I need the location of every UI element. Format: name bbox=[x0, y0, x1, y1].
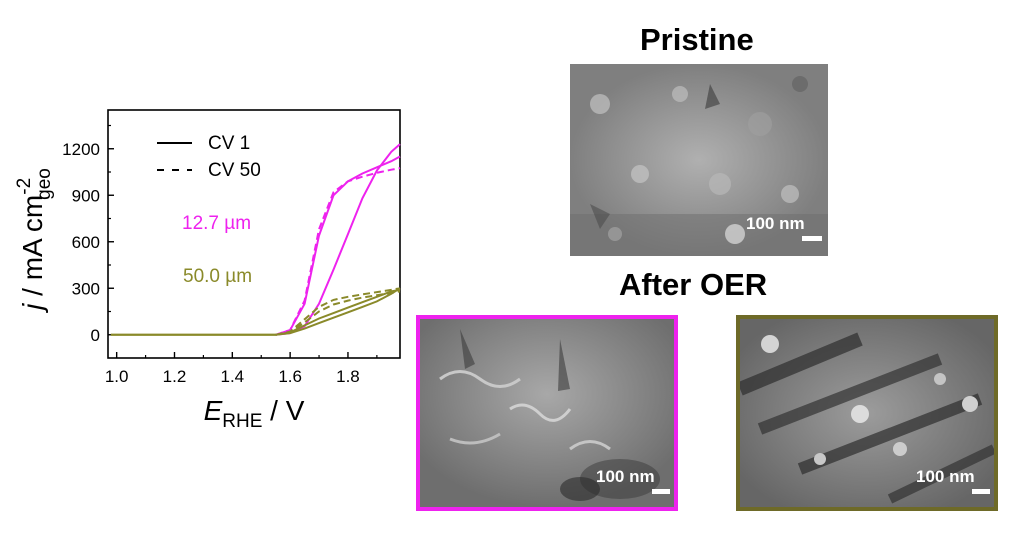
sem-image-after-thin: 100 nm bbox=[416, 315, 678, 511]
plot-frame bbox=[107, 109, 401, 359]
sem-texture-after-thin bbox=[420, 319, 674, 507]
series-line-4 bbox=[110, 288, 401, 336]
series-line-5 bbox=[275, 287, 401, 336]
legend-label-1: CV 50 bbox=[208, 160, 261, 181]
y-tick-label-2: 600 bbox=[72, 233, 100, 252]
pristine-title: Pristine bbox=[640, 22, 754, 57]
pristine-scale-bar bbox=[802, 236, 822, 241]
y-tick-label-3: 900 bbox=[72, 186, 100, 205]
annotation-0: 12.7 µm bbox=[182, 213, 251, 234]
after-thick-scale-label: 100 nm bbox=[916, 467, 975, 486]
y-axis-label: j / mA cm-2geo bbox=[14, 168, 55, 314]
after-oer-title: After OER bbox=[619, 267, 768, 302]
y-tick-label-1: 300 bbox=[72, 279, 100, 298]
y-tick-label-4: 1200 bbox=[62, 140, 100, 159]
pristine-scale-label: 100 nm bbox=[746, 214, 805, 233]
after-thick-scale-bar bbox=[972, 489, 990, 494]
sem-texture-after-thick bbox=[740, 319, 994, 507]
x-tick-label-1: 1.2 bbox=[163, 367, 187, 386]
sem-image-pristine: 100 nm bbox=[570, 64, 828, 256]
x-axis-label: ERHE / V bbox=[204, 395, 305, 432]
x-tick-label-3: 1.6 bbox=[278, 367, 302, 386]
x-tick-label-0: 1.0 bbox=[105, 367, 129, 386]
legend-label-0: CV 1 bbox=[208, 133, 250, 154]
x-tick-label-2: 1.4 bbox=[220, 367, 244, 386]
x-tick-label-4: 1.8 bbox=[336, 367, 360, 386]
after-thin-scale-label: 100 nm bbox=[596, 467, 655, 486]
sem-texture-pristine bbox=[570, 64, 828, 256]
series-line-6 bbox=[275, 290, 401, 336]
after-thin-scale-bar bbox=[652, 489, 670, 494]
y-tick-label-0: 0 bbox=[91, 326, 100, 345]
annotation-1: 50.0 µm bbox=[183, 266, 252, 287]
series-line-1 bbox=[275, 155, 401, 336]
series-line-2 bbox=[275, 167, 401, 336]
cv-chart: 1.0 1.2 1.4 1.6 1.8 0 300 600 900 1200 ERHE / V j /… bbox=[14, 109, 401, 432]
sem-image-after-thick: 100 nm bbox=[736, 315, 998, 511]
